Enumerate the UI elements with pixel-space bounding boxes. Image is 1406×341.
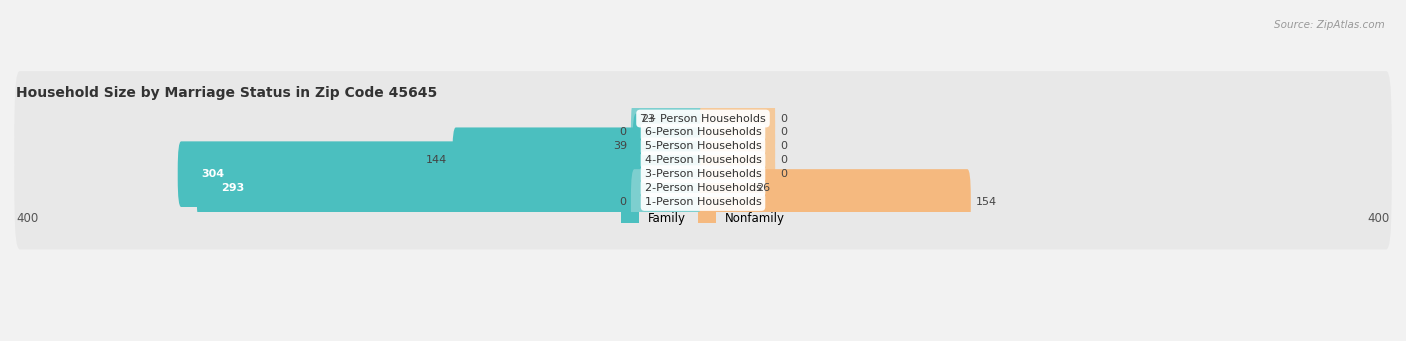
Text: 0: 0 <box>780 142 787 151</box>
FancyBboxPatch shape <box>177 142 706 207</box>
Text: 2-Person Households: 2-Person Households <box>644 183 762 193</box>
FancyBboxPatch shape <box>700 114 775 179</box>
Text: 0: 0 <box>780 128 787 137</box>
Text: 293: 293 <box>221 183 243 193</box>
FancyBboxPatch shape <box>631 169 706 235</box>
FancyBboxPatch shape <box>14 113 1392 208</box>
Text: 5-Person Households: 5-Person Households <box>644 142 762 151</box>
FancyBboxPatch shape <box>14 127 1392 222</box>
Text: 26: 26 <box>756 183 770 193</box>
FancyBboxPatch shape <box>14 154 1392 249</box>
FancyBboxPatch shape <box>700 86 775 151</box>
Text: 4-Person Households: 4-Person Households <box>644 155 762 165</box>
FancyBboxPatch shape <box>700 128 775 193</box>
FancyBboxPatch shape <box>700 169 970 235</box>
Text: 7+ Person Households: 7+ Person Households <box>640 114 766 123</box>
FancyBboxPatch shape <box>700 100 775 165</box>
Text: 3-Person Households: 3-Person Households <box>644 169 762 179</box>
Text: Source: ZipAtlas.com: Source: ZipAtlas.com <box>1274 20 1385 30</box>
FancyBboxPatch shape <box>14 141 1392 236</box>
Text: 304: 304 <box>201 169 225 179</box>
Text: 1-Person Households: 1-Person Households <box>644 197 762 207</box>
Text: 39: 39 <box>613 142 627 151</box>
FancyBboxPatch shape <box>14 99 1392 194</box>
Text: 6-Person Households: 6-Person Households <box>644 128 762 137</box>
FancyBboxPatch shape <box>14 71 1392 166</box>
FancyBboxPatch shape <box>197 155 706 221</box>
Text: 400: 400 <box>17 212 38 225</box>
Legend: Family, Nonfamily: Family, Nonfamily <box>616 207 790 229</box>
FancyBboxPatch shape <box>700 142 775 207</box>
FancyBboxPatch shape <box>700 155 751 221</box>
Text: 0: 0 <box>619 128 626 137</box>
FancyBboxPatch shape <box>659 86 706 151</box>
FancyBboxPatch shape <box>14 85 1392 180</box>
FancyBboxPatch shape <box>631 100 706 165</box>
Text: 400: 400 <box>1368 212 1389 225</box>
Text: 0: 0 <box>780 155 787 165</box>
Text: 23: 23 <box>641 114 655 123</box>
Text: 144: 144 <box>426 155 447 165</box>
Text: 0: 0 <box>780 169 787 179</box>
FancyBboxPatch shape <box>453 128 706 193</box>
Text: 0: 0 <box>780 114 787 123</box>
FancyBboxPatch shape <box>633 114 706 179</box>
Text: 154: 154 <box>976 197 997 207</box>
Text: 0: 0 <box>619 197 626 207</box>
Text: Household Size by Marriage Status in Zip Code 45645: Household Size by Marriage Status in Zip… <box>17 86 437 100</box>
